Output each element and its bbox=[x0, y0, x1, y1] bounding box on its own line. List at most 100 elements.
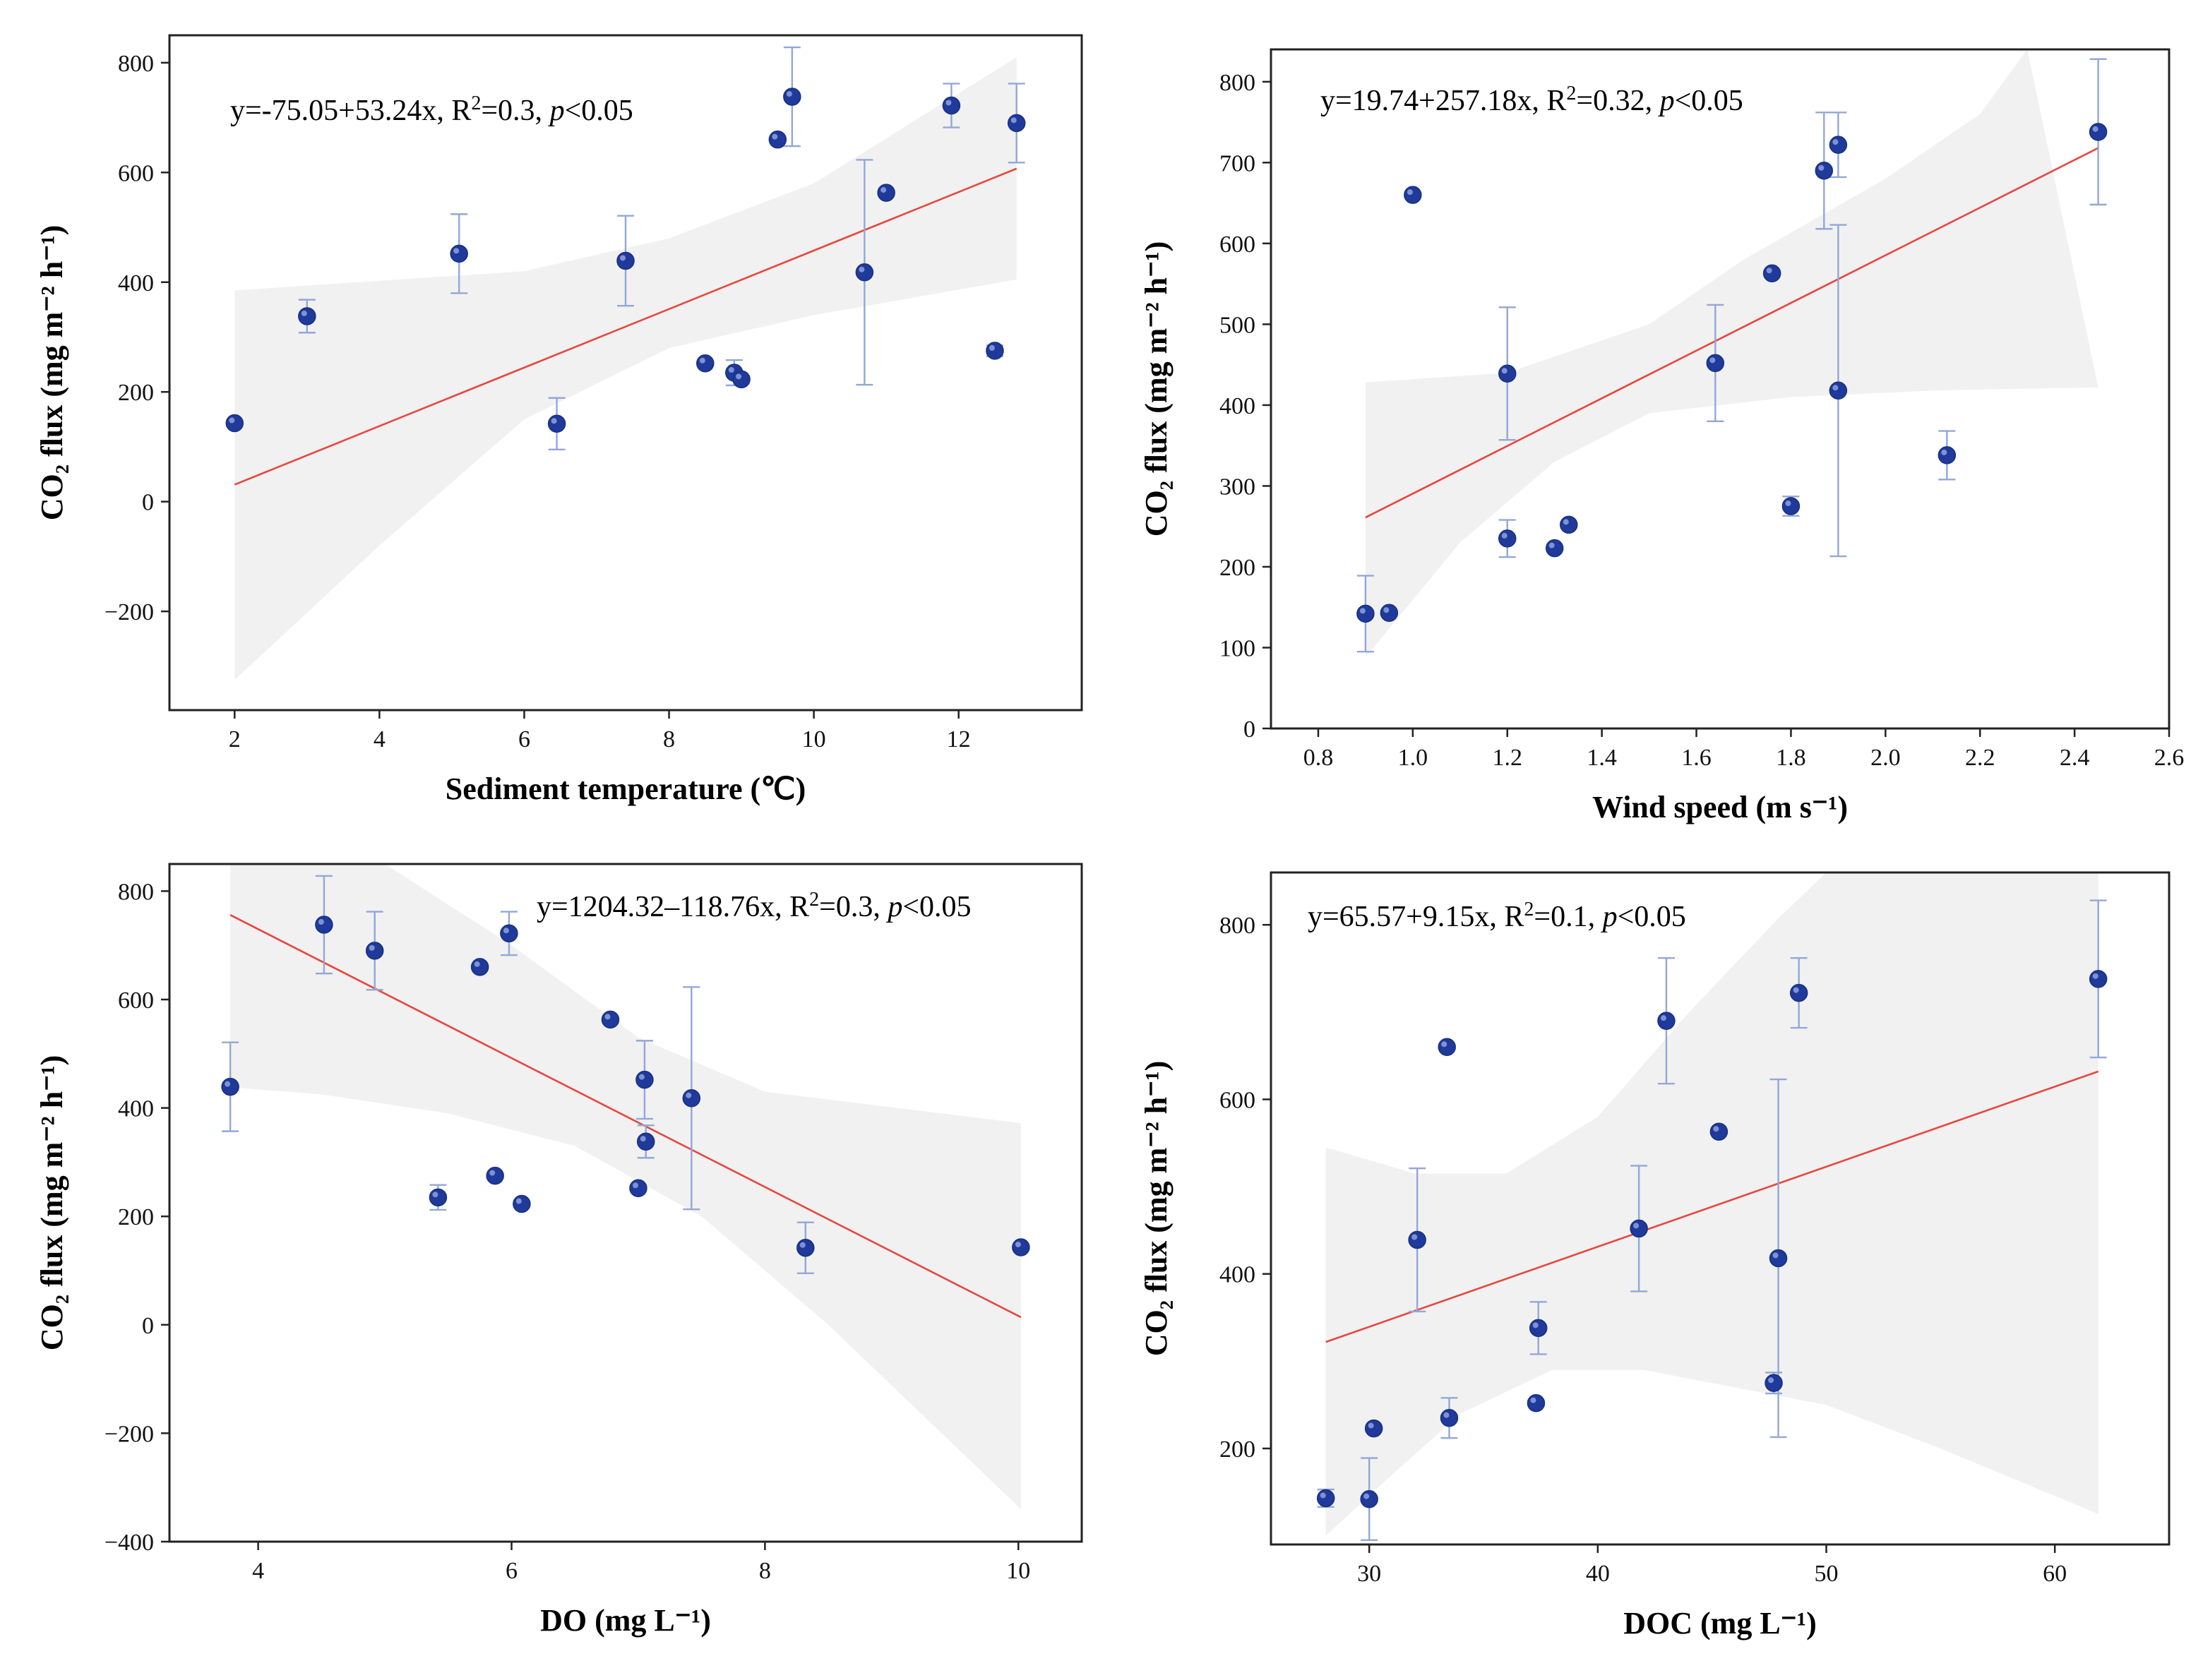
data-point bbox=[429, 1188, 448, 1207]
y-tick-label: 400 bbox=[1219, 393, 1255, 419]
data-point bbox=[500, 924, 518, 943]
data-point bbox=[1360, 1489, 1378, 1508]
confidence-band bbox=[1365, 49, 2098, 658]
data-point bbox=[2089, 123, 2108, 141]
plot-frame bbox=[1270, 871, 2171, 1546]
y-axis-title: CO₂ flux (mg m⁻² h⁻¹) bbox=[35, 1055, 69, 1350]
data-point bbox=[1440, 1408, 1459, 1427]
y-axis-title: CO₂ flux (mg m⁻² h⁻¹) bbox=[1139, 1061, 1174, 1356]
data-point bbox=[768, 130, 787, 149]
regression-line bbox=[229, 914, 1022, 1319]
data-point bbox=[1438, 1038, 1456, 1057]
confidence-band bbox=[234, 57, 1017, 680]
x-tick-label: 40 bbox=[1586, 1561, 1610, 1587]
y-tick-label: −400 bbox=[105, 1530, 154, 1556]
data-point bbox=[682, 1089, 701, 1108]
regression-equation: y=1204.32–118.76x, R2=0.3, p<0.05 bbox=[537, 889, 972, 924]
x-tick-label: 8 bbox=[663, 726, 675, 752]
data-point bbox=[1762, 264, 1781, 282]
data-point bbox=[636, 1132, 655, 1151]
y-tick-label: 0 bbox=[142, 490, 154, 516]
y-tick-label: 600 bbox=[1219, 1087, 1255, 1113]
x-tick-label: 2.2 bbox=[1965, 745, 1995, 771]
plot-frame bbox=[168, 863, 1083, 1543]
data-point bbox=[732, 370, 751, 389]
data-point bbox=[1498, 364, 1517, 383]
y-tick-label: 0 bbox=[1243, 716, 1255, 743]
data-point bbox=[1657, 1012, 1676, 1030]
y-axis-title: CO₂ flux (mg m⁻² h⁻¹) bbox=[1139, 241, 1174, 536]
data-point bbox=[1316, 1489, 1335, 1508]
data-point bbox=[1529, 1319, 1548, 1338]
x-tick-label: 10 bbox=[802, 726, 826, 752]
data-point bbox=[1765, 1374, 1783, 1393]
data-point bbox=[513, 1194, 531, 1213]
data-point bbox=[601, 1010, 620, 1029]
data-point bbox=[855, 263, 874, 282]
y-tick-label: 400 bbox=[118, 270, 154, 296]
x-tick-label: 6 bbox=[506, 1558, 518, 1584]
confidence-band bbox=[230, 864, 1021, 1509]
chart-panel-bottom-left: 4 6 8 10 −400 −200 0 200 400 600 800 y=1204.32–118.… bbox=[35, 863, 1083, 1638]
y-tick-label: 800 bbox=[118, 51, 154, 77]
data-point bbox=[629, 1179, 647, 1198]
data-point bbox=[635, 1070, 654, 1089]
y-tick-label: 0 bbox=[142, 1313, 154, 1339]
regression-equation: y=65.57+9.15x, R2=0.1, p<0.05 bbox=[1308, 899, 1686, 934]
regression-line bbox=[1325, 1070, 2099, 1343]
y-axis-title: CO₂ flux (mg m⁻² h⁻¹) bbox=[35, 225, 69, 520]
plot-frame bbox=[168, 34, 1083, 712]
data-point bbox=[225, 414, 244, 433]
x-axis-title: DOC (mg L⁻¹) bbox=[1623, 1606, 1817, 1640]
y-tick-label: 200 bbox=[118, 380, 154, 406]
data-point bbox=[942, 96, 961, 115]
x-tick-label: 1.2 bbox=[1492, 745, 1522, 771]
regression-line bbox=[234, 167, 1017, 486]
plot-frame bbox=[1270, 48, 2171, 730]
x-tick-label: 30 bbox=[1357, 1561, 1381, 1587]
chart-panel-top-left: 2 4 6 8 10 12 −200 0 200 400 600 800 y=-75.05+53.24x… bbox=[35, 34, 1083, 806]
y-tick-label: 500 bbox=[1219, 312, 1255, 338]
x-tick-label: 8 bbox=[759, 1558, 771, 1584]
x-tick-label: 10 bbox=[1006, 1558, 1030, 1584]
x-tick-label: 2.0 bbox=[1870, 745, 1901, 771]
data-point bbox=[1630, 1219, 1648, 1238]
data-point bbox=[1404, 186, 1422, 204]
y-tick-label: 200 bbox=[118, 1204, 154, 1230]
y-tick-label: 800 bbox=[118, 879, 154, 905]
data-point bbox=[1498, 529, 1517, 548]
regression-equation: y=-75.05+53.24x, R2=0.3, p<0.05 bbox=[230, 92, 633, 128]
data-point bbox=[1769, 1249, 1788, 1268]
y-tick-label: 600 bbox=[118, 160, 154, 186]
y-tick-label: −200 bbox=[105, 1421, 154, 1447]
y-tick-label: 100 bbox=[1219, 635, 1255, 661]
x-tick-label: 0.8 bbox=[1303, 745, 1334, 771]
y-tick-label: 800 bbox=[1219, 913, 1255, 939]
chart-panel-bottom-right: 30 40 50 60 200 400 600 800 y=65.57+9.15x, R2=0.… bbox=[1139, 871, 2171, 1640]
y-tick-label: 800 bbox=[1219, 70, 1255, 96]
confidence-band bbox=[1325, 872, 2098, 1536]
data-point bbox=[2089, 970, 2108, 988]
x-axis-title: Sediment temperature (℃) bbox=[446, 772, 806, 806]
x-tick-label: 2.4 bbox=[2060, 745, 2090, 771]
data-point bbox=[1364, 1419, 1383, 1438]
data-point bbox=[1012, 1238, 1030, 1256]
data-point bbox=[315, 916, 333, 934]
data-point bbox=[1560, 515, 1578, 534]
x-tick-label: 2.6 bbox=[2154, 745, 2185, 771]
data-point bbox=[365, 942, 384, 960]
x-tick-label: 1.8 bbox=[1776, 745, 1806, 771]
data-point bbox=[796, 1238, 815, 1257]
data-point bbox=[1545, 539, 1564, 558]
data-point bbox=[783, 88, 801, 106]
data-point bbox=[1781, 497, 1801, 515]
data-point bbox=[221, 1077, 239, 1096]
data-point bbox=[1709, 1122, 1729, 1141]
data-point bbox=[696, 354, 715, 373]
x-tick-label: 2 bbox=[229, 726, 241, 752]
y-tick-label: −200 bbox=[105, 599, 154, 625]
data-point bbox=[986, 342, 1004, 360]
y-tick-label: 200 bbox=[1219, 1436, 1255, 1463]
y-tick-label: 400 bbox=[118, 1096, 154, 1122]
data-point bbox=[1789, 983, 1808, 1002]
